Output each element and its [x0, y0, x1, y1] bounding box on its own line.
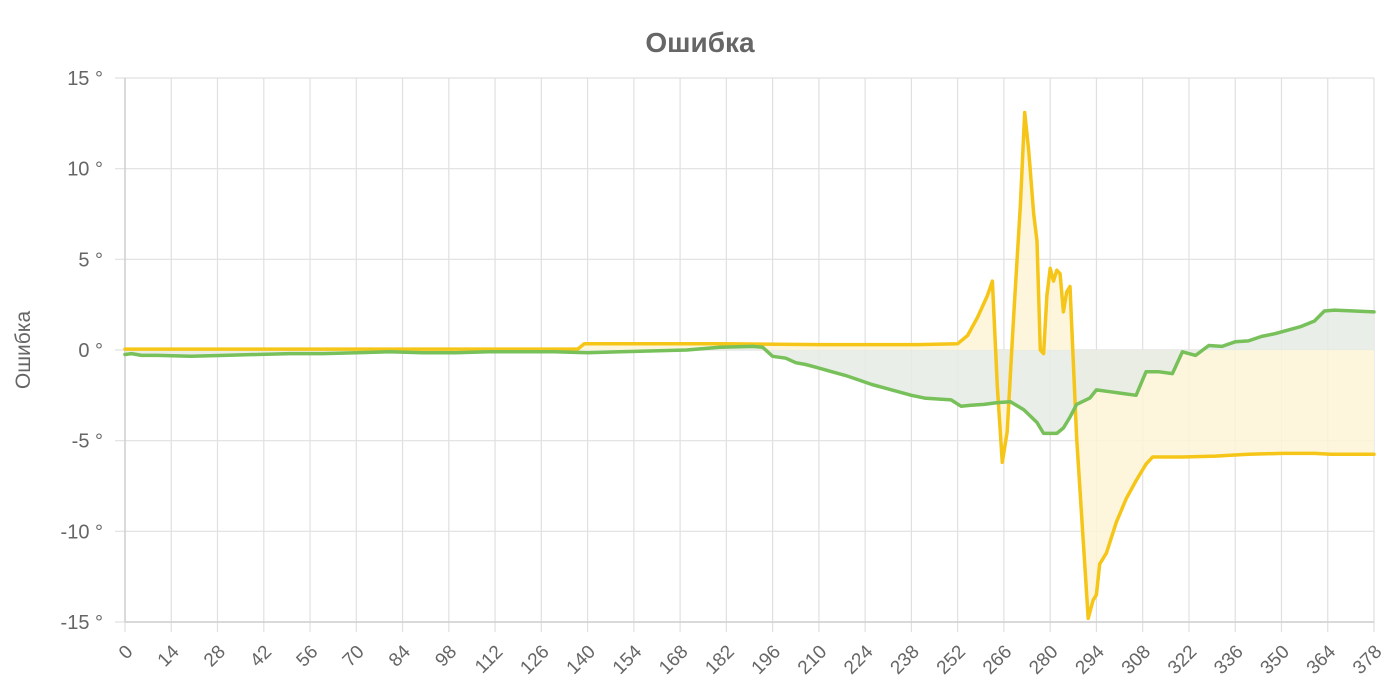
- y-tick-label: 15 °: [67, 68, 103, 90]
- series-fills: [125, 112, 1374, 619]
- x-tick-label: 294: [1072, 641, 1110, 679]
- y-tick-label: -5 °: [72, 431, 103, 453]
- y-tick-label: 5 °: [78, 249, 103, 271]
- y-axis-label: Ошибка: [12, 311, 35, 390]
- x-tick-label: 378: [1349, 642, 1386, 679]
- x-tick-label: 252: [933, 642, 970, 679]
- series-2-line: [123, 308, 1376, 436]
- x-tick-label: 42: [246, 642, 276, 672]
- y-tick-label: 10 °: [67, 159, 103, 181]
- y-axis-ticks: 15 ° 10 ° 5 ° 0 ° -5 ° -10 ° -15 °: [61, 68, 103, 634]
- x-tick-label: 14: [154, 641, 184, 671]
- x-tick-label: 154: [609, 641, 647, 679]
- x-tick-label: 238: [887, 642, 924, 679]
- x-tick-label: 280: [1025, 642, 1062, 679]
- x-tick-label: 126: [516, 642, 553, 679]
- x-tick-label: 224: [840, 641, 878, 679]
- series-1-line: [123, 110, 1376, 621]
- x-tick-label: 308: [1118, 642, 1155, 679]
- x-tick-label: 336: [1210, 642, 1247, 679]
- x-tick-label: 98: [431, 642, 461, 672]
- x-tick-label: 182: [701, 642, 738, 679]
- x-tick-label: 266: [979, 642, 1016, 679]
- series-2-area: [125, 310, 1374, 434]
- x-tick-label: 112: [471, 642, 507, 678]
- series-1-area: [125, 112, 1374, 619]
- x-tick-label: 350: [1257, 642, 1294, 679]
- chart-title: Ошибка: [645, 27, 755, 58]
- y-tick-label: 0 °: [78, 340, 103, 362]
- x-tick-label: 0: [115, 642, 137, 664]
- x-tick-label: 364: [1303, 641, 1341, 679]
- x-tick-label: 84: [385, 641, 415, 671]
- x-tick-label: 56: [293, 642, 323, 672]
- x-axis-ticks: 0 14 28 42 56 70 84 98 112 126 140 154 168 182 196 210 2…: [115, 641, 1386, 679]
- x-tick-label: 70: [339, 642, 369, 672]
- x-tick-label: 28: [200, 642, 230, 672]
- x-tick-label: 210: [794, 642, 831, 679]
- x-tick-label: 168: [655, 642, 692, 679]
- x-tick-label: 322: [1164, 642, 1201, 679]
- y-tick-label: -10 °: [61, 521, 103, 543]
- x-tick-label: 196: [748, 642, 785, 679]
- series-lines: [123, 110, 1376, 621]
- y-tick-label: -15 °: [61, 612, 103, 634]
- x-tick-label: 140: [563, 642, 600, 679]
